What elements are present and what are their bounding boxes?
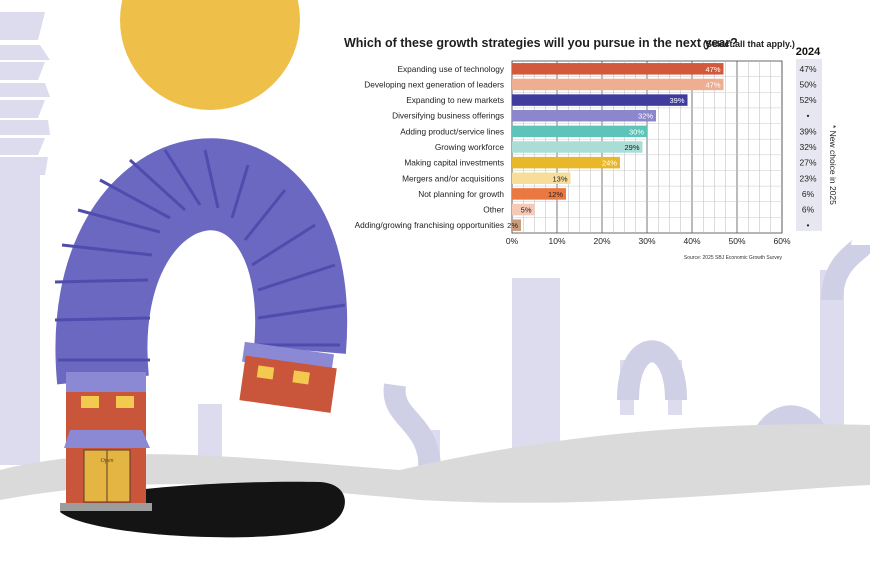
category-label: Other [483, 205, 504, 215]
x-tick-label: 40% [683, 236, 700, 246]
data-label: 47% [705, 65, 720, 74]
data-label: 2% [507, 221, 518, 230]
category-labels: Expanding use of technology Developing ne… [355, 64, 505, 230]
duct-folds [54, 149, 346, 362]
duct-rib-section [66, 372, 146, 394]
comparison-value: 23% [799, 173, 816, 183]
comparison-value: • [807, 111, 810, 121]
data-label: 30% [629, 127, 644, 136]
data-label: 29% [624, 143, 639, 152]
comparison-note: * New choice in 2025 [828, 125, 838, 205]
comparison-value: 52% [799, 95, 816, 105]
comparison-value: 47% [799, 64, 816, 74]
comparison-value: 39% [799, 126, 816, 136]
sun-icon [120, 0, 300, 110]
building-right [239, 355, 337, 413]
bar [512, 94, 688, 106]
bar [512, 172, 571, 185]
bar [512, 63, 724, 75]
bar [512, 188, 566, 200]
building-step [60, 503, 152, 511]
building-window-2 [116, 396, 134, 408]
category-label: Expanding use of technology [397, 64, 504, 74]
bar [512, 156, 620, 169]
comparison-values: 47% 50% 52% • 39% 32% 27% 23% 6% 6% • [799, 64, 816, 230]
building-window [81, 396, 99, 408]
building-awning [64, 430, 150, 448]
data-label: 12% [548, 190, 563, 199]
bar [512, 203, 535, 216]
comparison-value: • [807, 220, 810, 230]
category-label: Diversifying business offerings [392, 111, 504, 121]
comparison-value: 6% [802, 189, 815, 199]
category-label: Growing workforce [435, 142, 505, 152]
comparison-value: 32% [799, 142, 816, 152]
x-axis-ticks: 0% 10% 20% 30% 40% 50% 60% [506, 236, 791, 246]
data-label: 47% [705, 80, 720, 89]
x-tick-label: 50% [728, 236, 745, 246]
comparison-column-bg [796, 59, 822, 231]
data-label: 5% [521, 206, 532, 215]
x-tick-label: 0% [506, 236, 519, 246]
category-label: Developing next generation of leaders [364, 79, 504, 89]
duct-arch-icon [55, 138, 348, 385]
bar [512, 125, 647, 138]
comparison-header: 2024 [796, 46, 821, 58]
category-label: Adding/growing franchising opportunities [355, 220, 504, 230]
data-label: 39% [669, 96, 684, 105]
category-label: Making capital investments [404, 158, 504, 168]
chart-subtitle: (Select all that apply.) [703, 39, 795, 49]
chart-bars: 47% 47% 39% 32% 30% 29% 24% 13% 12% 5%2% [507, 63, 724, 231]
bar [512, 109, 656, 122]
category-label: Expanding to new markets [406, 95, 504, 105]
chart-source: Source: 2025 SBJ Economic Growth Survey [684, 255, 783, 261]
data-label: 32% [638, 112, 653, 121]
comparison-value: 50% [799, 79, 816, 89]
data-label: 24% [602, 159, 617, 168]
chart-title: Which of these growth strategies will yo… [344, 36, 738, 50]
category-label: Not planning for growth [418, 189, 504, 199]
comparison-value: 27% [799, 158, 816, 168]
category-label: Mergers and/or acquisitions [402, 173, 504, 183]
x-tick-label: 10% [548, 236, 565, 246]
x-tick-label: 20% [593, 236, 610, 246]
x-tick-label: 30% [638, 236, 655, 246]
bar [512, 141, 643, 153]
comparison-value: 6% [802, 205, 815, 215]
category-label: Adding product/service lines [400, 126, 504, 136]
bar [512, 78, 724, 91]
data-label: 13% [552, 174, 567, 183]
x-tick-label: 60% [773, 236, 790, 246]
bar [512, 219, 521, 231]
open-sign: Open [101, 458, 114, 464]
